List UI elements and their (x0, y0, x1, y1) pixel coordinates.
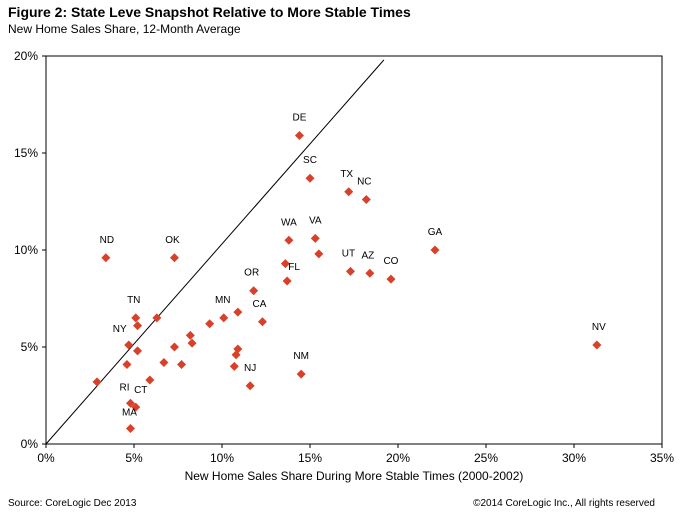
chart-title: Figure 2: State Leve Snapshot Relative t… (8, 4, 411, 20)
data-point (219, 313, 229, 323)
point-label: NY (113, 324, 127, 335)
point-label: CT (134, 385, 147, 396)
scatter-chart: 0% 5% 10% 15% 20% 25% 30% 35% 0% 5% 10% 15% 20% New H… (14, 49, 674, 483)
data-point (280, 259, 290, 269)
point-label: VA (309, 215, 322, 226)
y-tick-label: 10% (14, 243, 38, 257)
data-point (131, 313, 141, 323)
chart-subtitle: New Home Sales Share, 12-Month Average (8, 22, 241, 36)
y-tick-label: 0% (21, 437, 39, 451)
point-label: RI (119, 382, 129, 393)
point-label: ND (100, 235, 114, 246)
data-point (245, 381, 255, 391)
data-point (124, 340, 134, 350)
source-note: Source: CoreLogic Dec 2013 (8, 498, 137, 509)
point-label: TX (340, 169, 353, 180)
reference-line-group (45, 59, 385, 445)
point-label: CA (253, 299, 267, 310)
data-point (257, 317, 267, 327)
data-point (310, 233, 320, 243)
data-point (296, 369, 306, 379)
data-point (92, 377, 102, 387)
data-point (205, 319, 215, 329)
point-label: TN (127, 295, 140, 306)
x-axis-label: New Home Sales Share During More Stable … (185, 469, 524, 483)
data-point (294, 131, 304, 141)
point-label: CO (383, 256, 398, 267)
data-point (282, 276, 292, 286)
data-point (122, 359, 132, 369)
data-point (233, 307, 243, 317)
data-point (177, 359, 187, 369)
data-point (152, 313, 162, 323)
data-point (430, 245, 440, 255)
point-label: NM (293, 351, 309, 362)
point-labels: DE SC TX NC ND OK WA VA GA FL UT AZ CO OR TN MN CA NY NM NJ… (100, 113, 607, 419)
x-tick-label: 5% (125, 451, 143, 465)
point-label: UT (342, 248, 355, 259)
y-tick-label: 15% (14, 146, 38, 160)
data-point (386, 274, 396, 284)
data-point (131, 402, 141, 412)
data-point (169, 342, 179, 352)
point-label: MA (122, 407, 137, 418)
point-label: SC (303, 155, 317, 166)
point-label: NC (357, 177, 371, 188)
point-label: AZ (361, 250, 374, 261)
data-point (284, 235, 294, 245)
point-label: GA (428, 227, 443, 238)
data-point (592, 340, 602, 350)
x-tick-label: 30% (562, 451, 586, 465)
point-label: NV (592, 322, 606, 333)
point-label: MN (215, 295, 231, 306)
data-point (361, 195, 371, 205)
chart-axes: 0% 5% 10% 15% 20% 25% 30% 35% 0% 5% 10% 15% 20% New H… (14, 49, 674, 483)
data-point (159, 358, 169, 368)
y-tick-label: 5% (21, 340, 39, 354)
data-point (231, 350, 241, 360)
data-point (187, 338, 197, 348)
data-point (345, 266, 355, 276)
data-point (133, 321, 143, 331)
data-point (365, 268, 375, 278)
x-tick-label: 10% (210, 451, 234, 465)
point-label: DE (292, 113, 306, 124)
data-point (185, 330, 195, 340)
point-label: OR (244, 268, 259, 279)
data-point (169, 253, 179, 263)
x-tick-label: 20% (386, 451, 410, 465)
data-point (314, 249, 324, 259)
data-point (229, 361, 239, 371)
y-tick-label: 20% (14, 49, 38, 63)
point-label: FL (288, 262, 300, 273)
data-point (125, 398, 135, 408)
x-tick-label: 35% (650, 451, 674, 465)
point-label: OK (165, 235, 180, 246)
point-label: NJ (244, 363, 256, 374)
x-tick-label: 25% (474, 451, 498, 465)
data-point (125, 423, 135, 433)
copyright-note: ©2014 CoreLogic Inc., All rights reserve… (473, 498, 655, 509)
x-tick-label: 15% (298, 451, 322, 465)
data-points (92, 131, 602, 433)
data-point (305, 173, 315, 183)
point-label: WA (281, 217, 297, 228)
data-point (101, 253, 111, 263)
data-point (145, 375, 155, 385)
data-point (133, 346, 143, 356)
x-tick-label: 0% (37, 451, 55, 465)
data-point (344, 187, 354, 197)
data-point (249, 286, 259, 296)
reference-line (45, 59, 385, 445)
